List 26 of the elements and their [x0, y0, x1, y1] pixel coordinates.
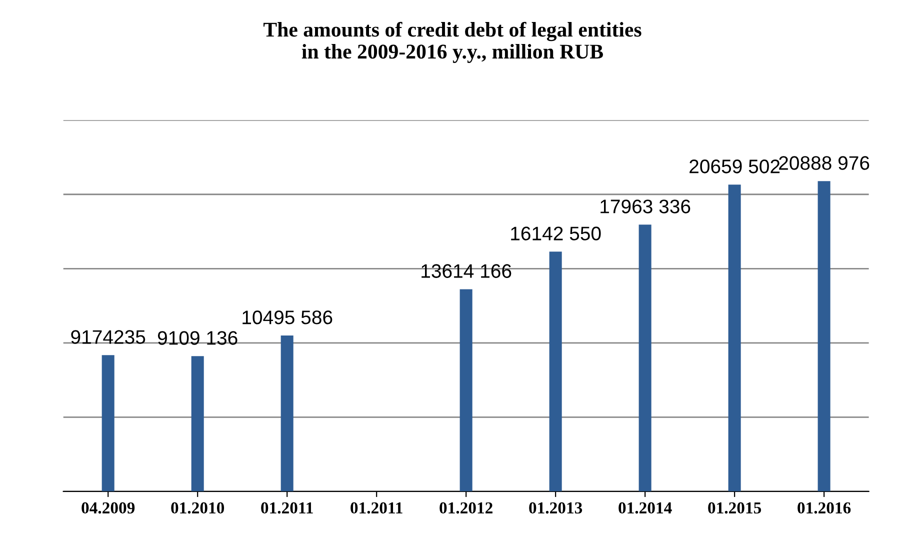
- bar: [460, 289, 472, 492]
- x-tick-label: 01.2011: [261, 502, 313, 514]
- x-tick-label: 01.2011: [350, 502, 402, 514]
- bar: [728, 184, 741, 492]
- x-tick-label: 01.2015: [708, 502, 762, 514]
- data-label: 9174235: [71, 330, 146, 344]
- bar: [280, 336, 294, 492]
- data-label: 16142 550: [511, 226, 601, 240]
- bar: [191, 356, 204, 492]
- bar: [549, 252, 562, 492]
- data-label: 9109 136: [158, 331, 238, 345]
- x-tick-label: 01.2010: [171, 502, 224, 514]
- data-label: 13614 166: [422, 264, 512, 278]
- x-tick-label: 01.2013: [529, 502, 582, 514]
- data-label: 17963 336: [600, 200, 690, 214]
- data-label: 20888 976: [779, 156, 870, 170]
- data-label: 10495 586: [242, 310, 332, 324]
- bar: [638, 224, 652, 492]
- x-tick-label: 04.2009: [82, 502, 135, 514]
- data-label: 20659 502: [690, 160, 780, 174]
- x-tick-label: 01.2016: [798, 502, 851, 514]
- x-tick-label: 01.2012: [440, 502, 492, 514]
- bar: [102, 355, 114, 492]
- bar: [818, 181, 830, 492]
- x-tick-label: 01.2014: [618, 502, 672, 514]
- chart-title: The amounts of credit debt of legal entities in the 2009-2016 y.y., million RUB: [264, 22, 642, 63]
